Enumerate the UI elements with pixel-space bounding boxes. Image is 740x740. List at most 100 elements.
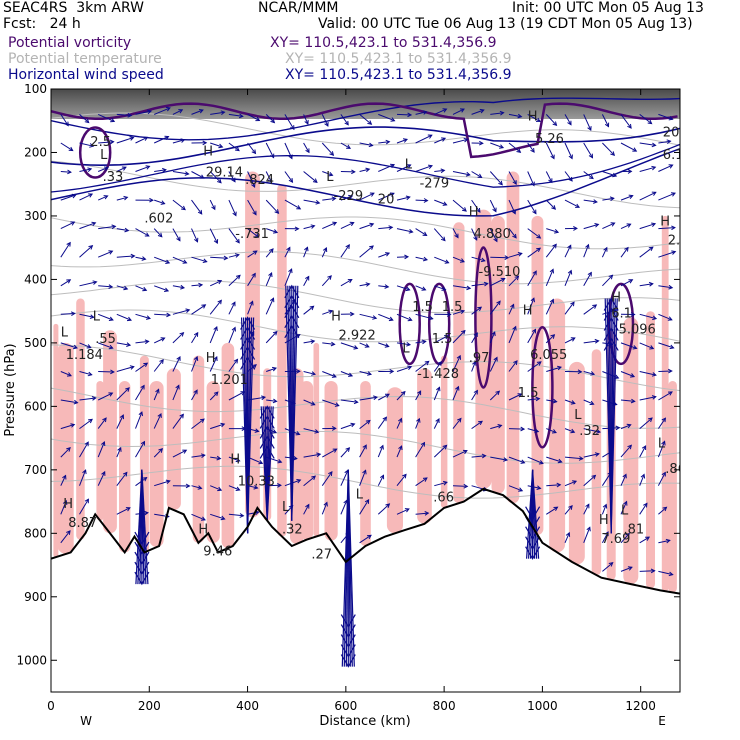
wind-vector-head <box>570 428 576 434</box>
contour-label: .81 <box>624 522 645 537</box>
wind-vector <box>583 142 593 158</box>
wind-vector-head <box>157 412 162 418</box>
ascent-plume <box>668 381 677 593</box>
strong-vector-head <box>525 526 541 540</box>
wind-vector-head <box>441 286 447 291</box>
wind-vector <box>359 283 370 287</box>
wind-vector <box>433 445 447 458</box>
wind-vector <box>135 411 143 429</box>
wind-vector <box>266 428 277 433</box>
wind-vector <box>639 445 647 458</box>
wind-vector <box>415 111 427 115</box>
wind-vector <box>228 359 238 372</box>
wind-vector-head <box>517 252 523 257</box>
wind-vector-head <box>473 235 478 241</box>
x-tick-label: 800 <box>433 699 456 713</box>
wind-vector <box>508 228 517 239</box>
wind-vector-head <box>379 444 384 450</box>
wind-vector <box>303 247 308 258</box>
wind-vector-head <box>667 316 673 321</box>
wind-vector <box>639 417 653 429</box>
wind-vector-head <box>385 393 390 398</box>
wind-vector-head <box>661 440 666 446</box>
strong-vector-head <box>240 356 256 370</box>
wind-vector-head <box>602 503 608 509</box>
wind-vector <box>546 366 562 372</box>
wind-vector <box>153 337 165 344</box>
wind-vector-head <box>627 169 633 174</box>
wind-vector <box>377 445 384 458</box>
wind-vector-head <box>315 200 321 205</box>
wind-vector <box>583 340 599 344</box>
wind-vector <box>228 142 240 151</box>
wind-vector <box>228 456 240 462</box>
wind-vector-head <box>609 196 615 202</box>
wind-vector <box>527 171 535 186</box>
wind-vector-head <box>71 193 77 199</box>
wind-vector <box>340 447 350 458</box>
wind-vector <box>247 511 259 515</box>
wind-vector <box>98 342 113 349</box>
wind-vector-head <box>536 485 542 490</box>
wind-vector-head <box>594 338 600 344</box>
wind-vector-head <box>442 108 448 113</box>
wind-vector <box>452 228 459 238</box>
wind-vector-head <box>231 177 236 183</box>
wind-vector <box>228 301 236 315</box>
wind-vector-head <box>367 371 373 376</box>
wind-vector-head <box>530 297 535 303</box>
wind-vector <box>452 108 465 115</box>
wind-vector-head <box>651 372 657 377</box>
wind-vector-head <box>296 368 301 374</box>
wind-vector-head <box>630 373 636 378</box>
wind-vector <box>191 256 207 263</box>
wind-vector <box>583 304 597 315</box>
wind-vector-head <box>251 183 256 188</box>
wind-vector-head <box>249 300 254 306</box>
model-title: SEAC4RS 3km ARW <box>3 0 144 16</box>
wind-vector-head <box>573 226 578 231</box>
wind-vector-head <box>322 247 328 253</box>
wind-vector <box>154 107 171 115</box>
strong-vector-head <box>134 531 150 546</box>
wind-vector-head <box>626 223 632 228</box>
wind-vector <box>79 441 89 458</box>
strong-vector-head <box>240 346 256 360</box>
wind-vector-head <box>197 485 203 490</box>
speed-contour <box>51 143 680 193</box>
wind-vectors <box>60 106 677 668</box>
wind-vector-head <box>478 140 484 146</box>
wind-vector-head <box>668 164 674 169</box>
ascent-plume <box>53 323 59 558</box>
wind-vector-head <box>612 172 618 178</box>
wind-vector-head <box>121 166 127 171</box>
wind-vector-head <box>473 389 478 395</box>
wind-vector-head <box>503 457 509 462</box>
wind-vector <box>583 371 595 375</box>
wind-vector-head <box>585 503 590 509</box>
wind-vector-head <box>627 123 632 129</box>
wind-vector <box>396 164 411 172</box>
wind-vector <box>620 247 629 258</box>
wind-vector <box>228 228 240 244</box>
wind-vector-head <box>365 167 371 173</box>
wind-vector-head <box>166 312 172 318</box>
wind-vector-head <box>648 246 654 252</box>
ascent-plume <box>206 381 220 543</box>
wind-vector-head <box>518 487 524 492</box>
contour-label: L <box>93 310 101 325</box>
wind-vector <box>172 199 186 210</box>
wind-vector-head <box>427 134 433 139</box>
x-tick-label: 1000 <box>527 699 558 713</box>
wind-vector-head <box>440 236 446 242</box>
wind-vector <box>265 142 275 158</box>
wind-vector <box>564 480 577 487</box>
wind-vector <box>340 342 358 349</box>
wind-vector <box>266 228 278 233</box>
wind-vector <box>434 481 448 487</box>
strong-vector-head <box>284 294 300 309</box>
wind-vector-head <box>436 386 441 392</box>
wind-vector <box>209 199 216 210</box>
wind-vector <box>210 485 222 491</box>
wind-vector <box>471 109 484 115</box>
